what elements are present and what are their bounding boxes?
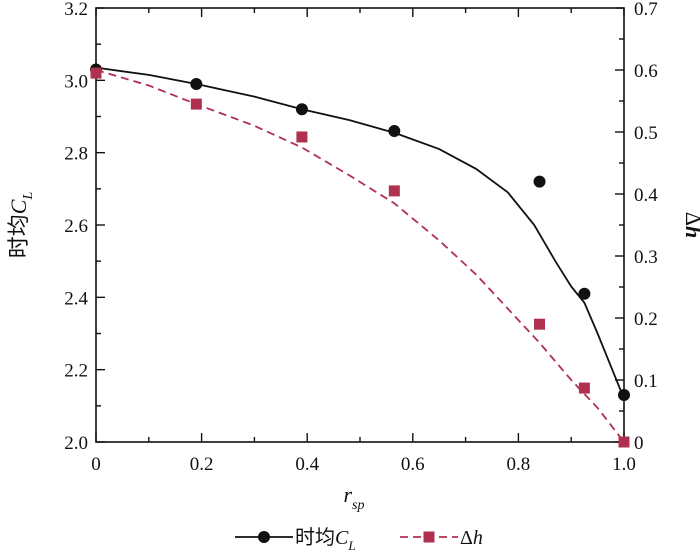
y-left-tick-label: 2.6: [64, 216, 88, 237]
y-right-tick-label: 0.3: [634, 247, 658, 268]
y-right-tick-label: 0.2: [634, 309, 658, 330]
y-left-tick-label: 3.0: [64, 71, 88, 92]
data-point-circle: [618, 388, 630, 401]
x-axis-title: rsp: [343, 482, 364, 513]
y-right-axis-title-main: h: [681, 226, 700, 238]
y-right-axis-title-prefix: Δ: [681, 212, 700, 226]
data-point-circle: [388, 124, 401, 137]
data-point-square: [534, 318, 546, 330]
y-right-tick-label: 0.6: [634, 61, 658, 82]
y-right-tick-label: 0.4: [634, 185, 658, 206]
data-point-square: [578, 382, 590, 394]
y-left-tick-label: 2.8: [64, 144, 88, 165]
series-0: [90, 63, 630, 401]
legend-label-main: h: [473, 527, 483, 549]
y-left-axis-title-prefix: 时均: [6, 214, 31, 258]
series-line: [95, 69, 625, 443]
legend-item-0: 时均CL: [235, 526, 356, 552]
y-left-tick-label: 3.2: [64, 0, 88, 20]
data-point-circle: [190, 77, 203, 90]
x-tick-label: 0.2: [190, 454, 214, 475]
y-right-axis-title: Δh: [681, 212, 700, 238]
y-right-tick-label: 0.1: [634, 371, 658, 392]
legend-label-prefix: Δ: [460, 527, 473, 549]
legend-marker-circle: [258, 531, 270, 543]
x-axis-title-main: r: [343, 482, 352, 507]
axes: 0 0.2 0.4 0.6 0.8 1.0 2.0 2.2 2.4 2.6 2.8 3.0 3.2 0 0.…: [6, 0, 700, 513]
y-left-axis-title-sub: L: [21, 192, 36, 201]
y-left-axis-title-main: C: [6, 199, 31, 214]
legend-label: 时均CL: [295, 526, 356, 552]
data-point-square: [90, 67, 102, 79]
legend-label: Δh: [460, 527, 483, 549]
data-point-square: [388, 185, 400, 197]
legend-label-main: C: [335, 527, 349, 549]
y-right-tick-label: 0: [634, 433, 644, 454]
data-point-square: [296, 131, 308, 143]
x-axis-title-sub: sp: [352, 498, 364, 513]
series-line: [95, 66, 625, 399]
x-tick-label: 0.4: [295, 454, 319, 475]
legend-marker-square: [423, 531, 435, 543]
x-tick-label: 0.6: [401, 454, 425, 475]
x-tick-label: 0.8: [507, 454, 531, 475]
data-point-circle: [295, 103, 308, 116]
y-left-axis-title: 时均CL: [6, 192, 36, 259]
data-point-circle: [578, 287, 591, 300]
legend: 时均CL Δh: [235, 526, 483, 552]
y-right-tick-label: 0.5: [634, 123, 658, 144]
y-left-tick-label: 2.4: [64, 288, 88, 309]
series-1: [90, 67, 630, 448]
y-left-tick-label: 2.2: [64, 361, 88, 382]
x-tick-label: 0: [91, 454, 101, 475]
y-left-tick-label: 2.0: [64, 433, 88, 454]
x-tick-label: 1.0: [612, 454, 636, 475]
data-point-square: [618, 436, 630, 448]
data-point-circle: [533, 175, 546, 188]
plot-frame: [95, 7, 625, 443]
legend-label-sub: L: [347, 538, 355, 552]
legend-label-prefix: 时均: [295, 526, 335, 549]
data-point-square: [190, 98, 202, 110]
legend-item-1: Δh: [400, 527, 483, 549]
y-right-tick-label: 0.7: [634, 0, 658, 20]
plot-series: [90, 63, 630, 448]
